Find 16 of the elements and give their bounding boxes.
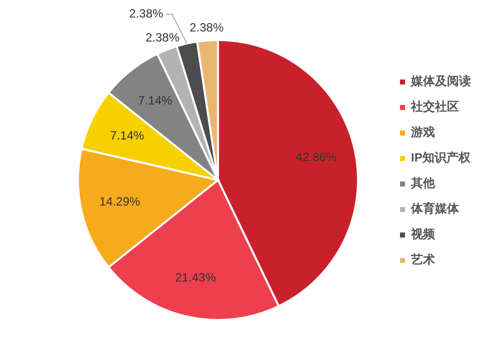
legend-label: 艺术 — [410, 252, 435, 267]
data-label: 42.86% — [296, 150, 337, 164]
legend-label: 社交社区 — [410, 100, 459, 114]
data-label: 14.29% — [99, 194, 140, 209]
legend-label: 媒体及阅读 — [410, 74, 471, 88]
data-label: 7.14% — [110, 128, 145, 142]
data-label: 2.38% — [129, 6, 164, 20]
data-label: 2.38% — [145, 30, 180, 45]
data-label: 21.43% — [175, 270, 216, 284]
legend-label: 视频 — [410, 227, 436, 242]
data-label: 2.38% — [190, 20, 224, 35]
data-label: 7.14% — [138, 93, 173, 108]
legend-label: 游戏 — [410, 125, 435, 140]
legend-label: 体育媒体 — [410, 202, 460, 216]
legend-label: IP知识产权 — [411, 150, 472, 165]
legend-label: 其他 — [410, 176, 436, 190]
